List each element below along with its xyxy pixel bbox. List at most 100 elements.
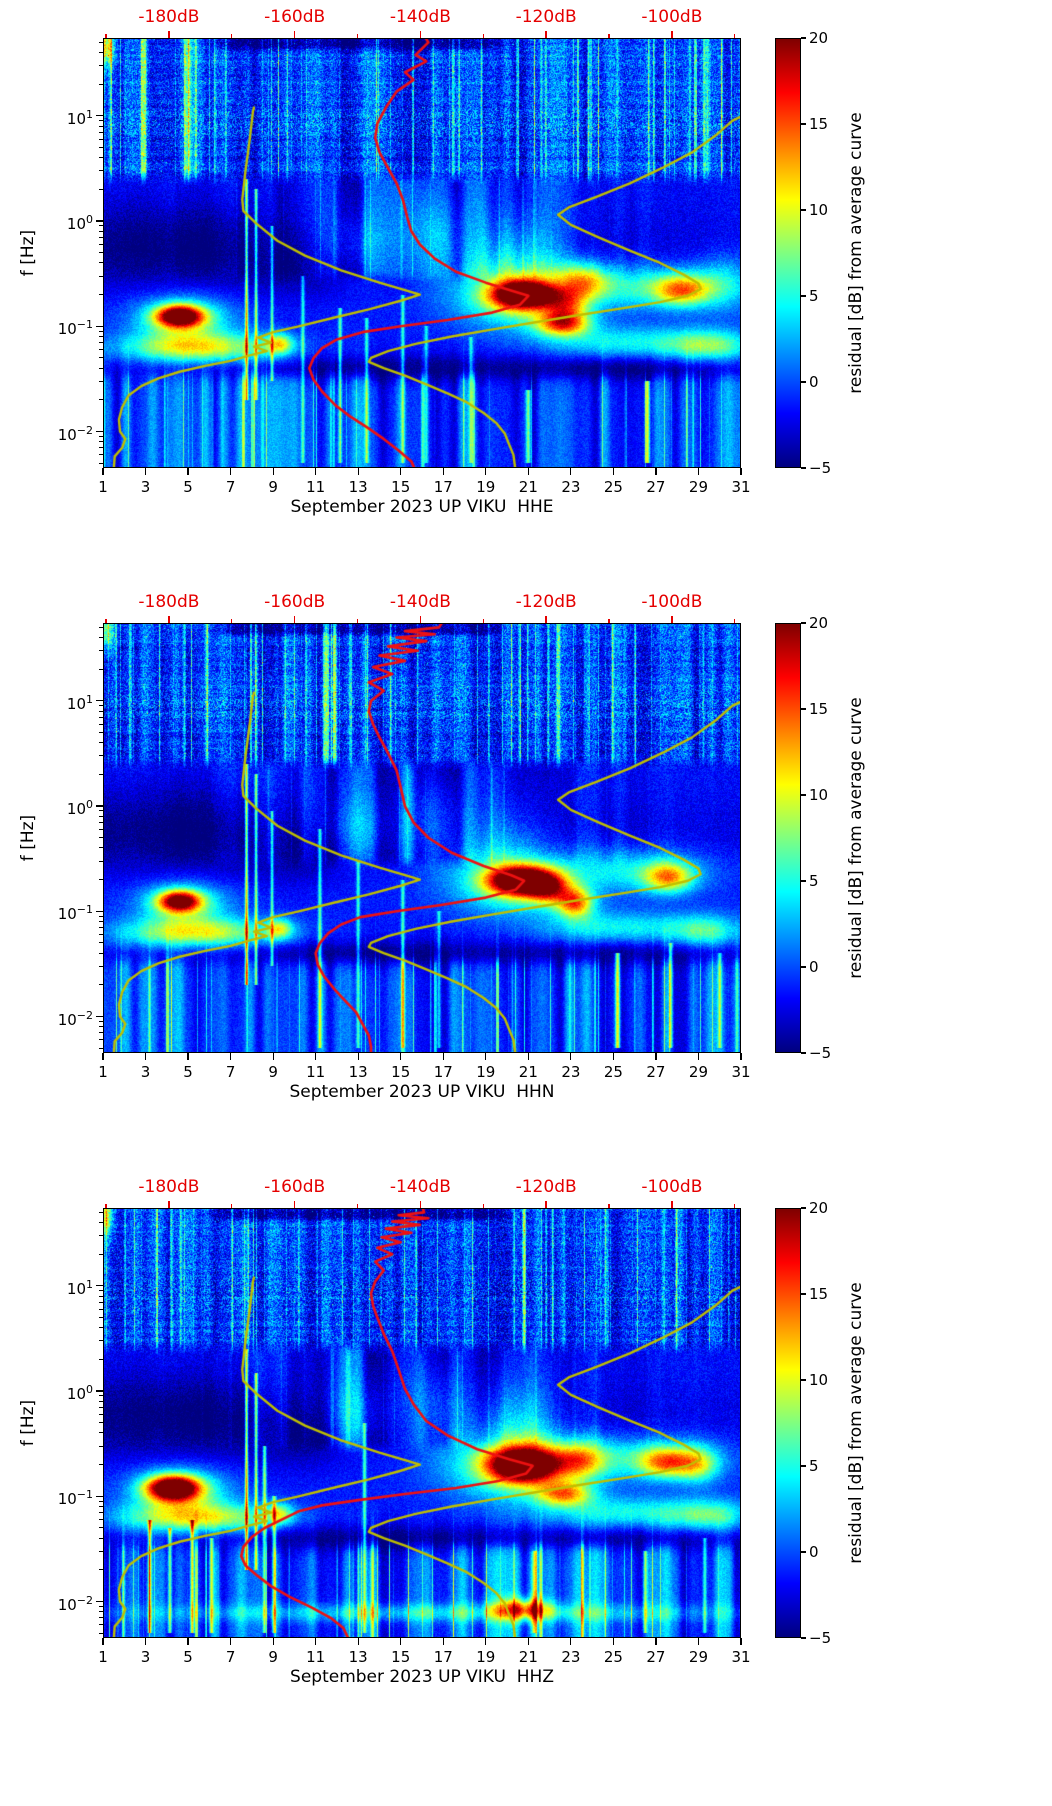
y-tick	[96, 430, 103, 433]
y-minor-tick	[99, 131, 103, 133]
colorbar-tick	[801, 1207, 806, 1209]
y-minor-tick	[99, 349, 103, 351]
colorbar	[775, 623, 801, 1053]
colorbar-tick	[801, 1637, 806, 1639]
spectrogram-canvas	[103, 38, 741, 468]
top-db-tick	[293, 1201, 296, 1208]
y-minor-tick	[99, 380, 103, 382]
y-minor-tick	[99, 773, 103, 775]
x-tick	[357, 1053, 359, 1060]
x-tick	[740, 1638, 742, 1645]
y-minor-tick	[99, 1039, 103, 1041]
colorbar-tick-label: 10	[809, 201, 829, 219]
x-tick-label: 3	[140, 478, 151, 496]
x-tick	[655, 468, 657, 475]
y-minor-tick	[99, 1537, 103, 1539]
x-axis-label: September 2023 UP VIKU HHE	[290, 497, 554, 517]
y-minor-tick	[99, 1445, 103, 1447]
y-minor-tick	[99, 1032, 103, 1034]
colorbar-tick-label: 15	[809, 115, 829, 133]
x-tick-label: 29	[688, 1648, 708, 1666]
top-db-label: -100dB	[641, 1177, 703, 1197]
y-minor-tick	[99, 847, 103, 849]
y-tick	[96, 220, 103, 222]
top-db-label: -100dB	[641, 7, 703, 27]
x-tick-label: 15	[391, 1648, 411, 1666]
y-minor-tick	[99, 1413, 103, 1415]
x-tick	[570, 1053, 572, 1060]
x-tick-label: 19	[476, 478, 496, 496]
colorbar-tick	[801, 123, 806, 125]
x-tick	[570, 1638, 572, 1645]
spectrogram-canvas	[103, 623, 741, 1053]
top-db-tick	[293, 616, 296, 623]
colorbar-tick-label: −5	[809, 1044, 832, 1062]
x-tick-label: 5	[183, 1063, 193, 1081]
y-minor-tick	[99, 1301, 103, 1303]
y-minor-tick	[99, 1432, 103, 1434]
colorbar-tick	[801, 381, 806, 383]
y-minor-tick	[99, 637, 103, 639]
y-minor-tick	[99, 1340, 103, 1342]
y-minor-tick	[99, 147, 103, 149]
y-minor-tick	[99, 170, 103, 172]
x-tick	[612, 1053, 614, 1060]
top-db-tick	[671, 616, 673, 623]
x-tick-label: 23	[561, 478, 581, 496]
x-tick	[442, 1053, 444, 1060]
top-db-label: -100dB	[641, 592, 703, 612]
colorbar-tick-label: 5	[809, 872, 819, 890]
x-tick-label: 5	[183, 1648, 193, 1666]
x-tick-label: 31	[731, 1063, 751, 1081]
x-tick-label: 23	[561, 1648, 581, 1666]
x-tick	[400, 1053, 402, 1060]
y-minor-tick	[99, 1406, 103, 1408]
y-minor-tick	[99, 921, 103, 922]
colorbar-gradient	[776, 1209, 800, 1637]
y-tick	[96, 1015, 103, 1018]
colorbar-label: residual [dB] from average curve	[846, 697, 866, 979]
x-tick-label: 17	[433, 1063, 453, 1081]
x-tick-label: 29	[688, 478, 708, 496]
y-minor-tick	[99, 120, 103, 122]
top-db-tick	[168, 616, 170, 623]
colorbar-tick-label: 10	[809, 786, 829, 804]
colorbar-tick-label: 5	[809, 1457, 819, 1475]
top-db-label: -180dB	[138, 592, 200, 612]
colorbar-tick	[801, 966, 806, 968]
x-tick-label: 11	[306, 478, 326, 496]
y-minor-tick	[99, 1290, 103, 1292]
top-db-minor-tick	[356, 1204, 359, 1208]
x-tick	[740, 1053, 742, 1060]
x-tick	[400, 468, 402, 475]
x-tick	[655, 1638, 657, 1645]
x-axis-label: September 2023 UP VIKU HHZ	[290, 1667, 554, 1687]
y-minor-tick	[99, 1605, 103, 1607]
y-minor-tick	[99, 454, 103, 456]
x-tick	[400, 1638, 402, 1645]
y-minor-tick	[99, 742, 103, 744]
spectrogram-panel-hhe: f [Hz] September 2023 UP VIKU HHE residu…	[0, 0, 1052, 585]
x-tick	[697, 1053, 700, 1060]
y-minor-tick	[99, 52, 103, 54]
colorbar-tick-label: 0	[809, 1543, 819, 1561]
top-db-tick	[545, 31, 547, 38]
x-tick	[187, 468, 189, 475]
colorbar	[775, 38, 801, 468]
y-minor-tick	[99, 837, 103, 839]
x-tick-label: 25	[603, 478, 623, 496]
y-minor-tick	[99, 828, 103, 830]
y-minor-tick	[99, 942, 103, 944]
x-tick-label: 7	[225, 478, 236, 496]
top-db-minor-tick	[105, 1204, 107, 1208]
y-minor-tick	[99, 965, 103, 967]
y-minor-tick	[99, 915, 103, 917]
top-db-tick	[419, 616, 422, 623]
x-tick-label: 3	[140, 1063, 151, 1081]
x-tick-label: 9	[268, 1063, 278, 1081]
x-tick-label: 7	[225, 1063, 236, 1081]
y-axis-label: f [Hz]	[18, 814, 38, 862]
x-tick	[697, 468, 700, 475]
x-tick	[315, 1053, 317, 1060]
